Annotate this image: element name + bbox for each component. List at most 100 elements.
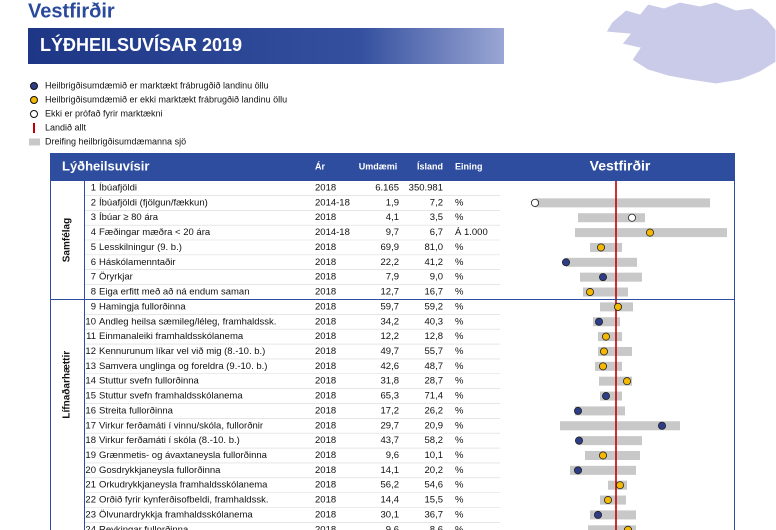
row-unit: % — [455, 495, 464, 506]
row-nr: 10 — [85, 316, 96, 327]
row-nr: 5 — [91, 242, 96, 253]
row-iceland: 9,0 — [430, 272, 443, 283]
dot — [597, 243, 606, 252]
row-nr: 9 — [91, 301, 96, 312]
range-bar — [560, 421, 680, 431]
range-bar — [600, 495, 626, 505]
dot — [599, 362, 608, 371]
row-year: 2018 — [315, 346, 336, 357]
row-nr: 2 — [91, 197, 96, 208]
row-district: 22,2 — [381, 257, 400, 268]
row-district: 12,7 — [381, 287, 400, 298]
row-nr: 21 — [85, 480, 96, 491]
range-bar — [593, 317, 620, 327]
range-bar — [590, 242, 622, 252]
row-unit: % — [455, 465, 464, 476]
row-year: 2018 — [315, 242, 336, 253]
row-year: 2018 — [315, 287, 336, 298]
row-year: 2018 — [315, 509, 336, 520]
range-bar — [578, 436, 642, 446]
dot — [646, 228, 655, 237]
row-district: 29,7 — [381, 420, 400, 431]
dot — [658, 421, 667, 430]
row-name: Reykingar fullorðinna — [99, 524, 189, 530]
row-year: 2018 — [315, 420, 336, 431]
legend-symbol — [30, 110, 38, 118]
row-iceland: 54,6 — [425, 480, 444, 491]
table-header — [50, 153, 735, 181]
dot — [604, 496, 613, 505]
row-nr: 3 — [91, 212, 96, 223]
dot — [628, 213, 637, 222]
group-label: Samfélag — [62, 218, 73, 262]
legend-label: Heilbrigðisumdæmið er ekki marktækt fráb… — [45, 94, 287, 104]
row-iceland: 7,2 — [430, 197, 443, 208]
row-unit: % — [455, 450, 464, 461]
row-nr: 13 — [85, 361, 96, 372]
row-nr: 17 — [85, 420, 96, 431]
row-nr: 16 — [85, 405, 96, 416]
dot — [531, 198, 540, 207]
row-iceland: 26,2 — [425, 405, 444, 416]
legend-symbol — [29, 138, 40, 146]
row-name: Stuttur svefn framhaldsskólanema — [99, 391, 243, 402]
row-nr: 4 — [91, 227, 96, 238]
range-bar — [588, 525, 636, 530]
dot — [594, 510, 603, 519]
row-unit: % — [455, 301, 464, 312]
row-nr: 20 — [85, 465, 96, 476]
dot — [595, 317, 604, 326]
range-bar — [566, 257, 637, 267]
row-year: 2018 — [315, 524, 336, 530]
legend-symbol — [30, 96, 38, 104]
range-bar — [580, 272, 642, 282]
row-district: 12,2 — [381, 331, 400, 342]
range-bar — [590, 510, 636, 520]
range-bar — [570, 465, 636, 475]
row-district: 17,2 — [381, 405, 400, 416]
row-year: 2018 — [315, 301, 336, 312]
row-name: Fæðingar mæðra < 20 ára — [99, 227, 211, 238]
row-name: Íbúafjöldi — [99, 183, 137, 194]
row-iceland: 36,7 — [425, 509, 444, 520]
group-label: Lífnaðarhættir — [61, 351, 73, 419]
dot — [602, 332, 611, 341]
row-year: 2018 — [315, 405, 336, 416]
row-iceland: 41,2 — [425, 257, 444, 268]
row-district: 14,1 — [381, 465, 400, 476]
row-unit: % — [455, 242, 464, 253]
dot — [616, 481, 625, 490]
row-iceland: 58,2 — [425, 435, 444, 446]
row-year: 2018 — [315, 495, 336, 506]
row-iceland: 12,8 — [425, 331, 444, 342]
legend-label: Heilbrigðisumdæmið er marktækt frábrugði… — [45, 80, 269, 90]
row-name: Hamingja fullorðinna — [99, 301, 186, 312]
row-name: Orðið fyrir kynferðisofbeldi, framhaldss… — [99, 495, 268, 506]
row-name: Lesskilningur (9. b.) — [99, 242, 182, 253]
row-name: Gosdrykkjaneysla fullorðinna — [99, 465, 221, 476]
row-district: 49,7 — [381, 346, 400, 357]
row-nr: 22 — [85, 495, 96, 506]
row-name: Grænmetis- og ávaxtaneysla fullorðinna — [99, 450, 268, 461]
row-iceland: 28,7 — [425, 376, 444, 387]
row-name: Kennurunum líkar vel við mig (8.-10. b.) — [99, 346, 265, 357]
dot — [624, 525, 632, 530]
row-year: 2018 — [315, 465, 336, 476]
row-name: Íbúar ≥ 80 ára — [99, 212, 159, 223]
row-nr: 1 — [91, 183, 96, 194]
row-name: Öryrkjar — [99, 272, 133, 283]
row-iceland: 40,3 — [425, 316, 444, 327]
dot — [614, 302, 623, 311]
legend-label: Ekki er prófað fyrir marktækni — [45, 108, 163, 118]
row-iceland: 350.981 — [409, 183, 443, 194]
row-name: Virkur ferðamáti í vinnu/skóla, fullorðn… — [99, 420, 263, 431]
row-unit: % — [455, 272, 464, 283]
legend-symbol — [30, 82, 38, 90]
range-bar — [598, 332, 622, 342]
row-year: 2018 — [315, 257, 336, 268]
range-bar — [575, 406, 625, 416]
row-iceland: 71,4 — [425, 391, 444, 402]
row-unit: % — [455, 420, 464, 431]
row-district: 6.165 — [375, 183, 399, 194]
